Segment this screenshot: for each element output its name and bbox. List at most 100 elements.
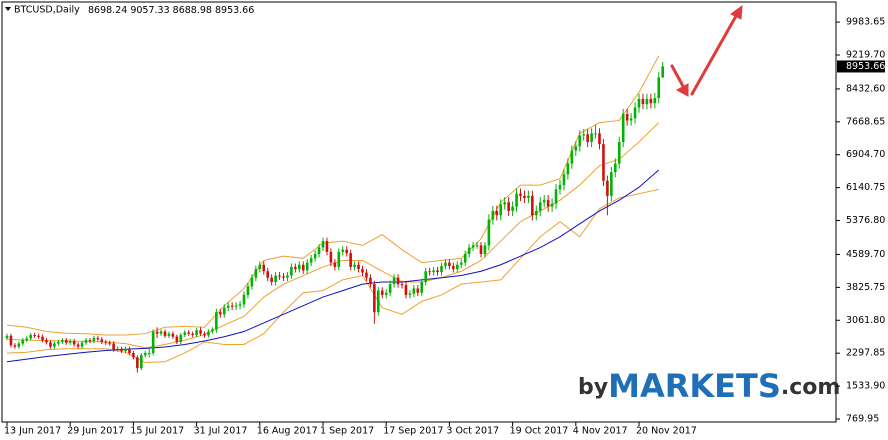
candle-body	[21, 340, 25, 344]
candle-body	[84, 340, 88, 343]
candle-body	[199, 330, 202, 334]
candle-body	[353, 264, 356, 267]
candle-body	[80, 342, 84, 347]
candle-body	[9, 335, 13, 346]
candle-body	[140, 355, 143, 369]
candle-body	[515, 193, 518, 207]
candle-body	[637, 98, 641, 108]
candle-body	[483, 245, 487, 254]
watermark-markets: MARKETS	[608, 367, 781, 405]
y-tick-label: 3825.75	[846, 282, 885, 293]
candle-body	[219, 312, 222, 315]
candle-body	[262, 264, 266, 272]
candle-body	[582, 134, 585, 136]
watermark: byMARKETS.com	[578, 367, 840, 405]
candle-body	[25, 338, 29, 341]
candle-body	[614, 163, 617, 173]
x-tick-label: 4 Nov 2017	[573, 426, 628, 437]
candle-body	[392, 277, 396, 285]
arrow-down	[670, 64, 686, 90]
x-tick-label: 17 Sep 2017	[383, 426, 443, 437]
candle-body	[436, 270, 439, 273]
candle-body	[542, 200, 546, 203]
candle-body	[179, 334, 183, 342]
candle-body	[412, 288, 416, 294]
candle-body	[317, 247, 321, 254]
candle-body	[250, 277, 254, 287]
candle-body	[258, 264, 262, 270]
candle-body	[37, 335, 40, 337]
candle-body	[562, 174, 566, 186]
candle-body	[538, 202, 542, 211]
y-tick-label: 6904.70	[846, 149, 885, 160]
candle-body	[282, 276, 285, 278]
candle-body	[452, 266, 455, 270]
candle-body	[503, 202, 506, 205]
candle-body	[507, 202, 510, 211]
candle-body	[487, 219, 491, 246]
candle-body	[116, 348, 119, 350]
candle-body	[373, 284, 376, 313]
high-value: 9057.33	[130, 5, 169, 16]
candle-body	[45, 340, 48, 343]
indicator-line	[6, 169, 660, 363]
candle-body	[337, 251, 341, 267]
candle-body	[274, 275, 277, 282]
candle-body	[124, 348, 127, 351]
candle-body	[41, 336, 44, 341]
candle-body	[203, 333, 206, 336]
candle-body	[633, 107, 637, 119]
arrow-up	[690, 14, 738, 96]
candle-body	[242, 294, 246, 305]
close-value: 8953.66	[215, 5, 254, 16]
candle-body	[270, 277, 273, 282]
candle-body	[408, 293, 412, 295]
candle-body	[167, 333, 171, 336]
candle-body	[566, 163, 570, 175]
candle-body	[5, 335, 9, 338]
candle-body	[143, 353, 147, 356]
price-tag	[837, 60, 885, 73]
candle-body	[92, 338, 96, 342]
plot-frame	[1, 1, 837, 423]
candle-body	[625, 114, 629, 121]
candle-body	[238, 304, 242, 306]
candle-body	[88, 340, 92, 342]
candle-body	[298, 264, 301, 270]
x-tick-label: 13 Jun 2017	[4, 426, 61, 437]
candle-body	[479, 245, 483, 254]
x-tick-label: 3 Oct 2017	[446, 426, 499, 437]
y-tick-label: 7668.65	[846, 116, 885, 127]
candle-body	[155, 331, 159, 334]
candle-body	[100, 339, 104, 342]
candle-body	[586, 134, 589, 142]
candle-body	[266, 271, 269, 278]
candle-body	[361, 269, 364, 273]
candle-body	[254, 269, 258, 278]
candle-body	[53, 343, 56, 347]
candle-body	[661, 66, 664, 78]
candle-body	[104, 341, 108, 343]
candle-body	[554, 189, 558, 204]
candle-body	[546, 200, 550, 207]
x-tick-label: 15 Jul 2017	[130, 426, 184, 437]
plot-area	[5, 55, 664, 373]
candle-body	[72, 341, 76, 345]
candle-body	[598, 133, 601, 145]
candle-body	[424, 271, 427, 282]
candle-body	[151, 331, 155, 354]
candle-body	[617, 142, 621, 164]
candle-body	[475, 245, 479, 247]
candle-body	[29, 334, 32, 339]
candle-body	[230, 305, 234, 307]
symbol-label: BTCUSD,Daily	[14, 5, 80, 16]
candle-body	[519, 193, 522, 196]
candle-body	[112, 343, 115, 350]
y-tick-label: 6140.75	[846, 182, 885, 193]
candle-body	[215, 312, 218, 330]
candle-body	[550, 203, 554, 207]
candle-body	[396, 277, 400, 285]
candle-body	[357, 264, 360, 270]
candle-body	[523, 195, 526, 198]
candle-body	[96, 338, 100, 340]
